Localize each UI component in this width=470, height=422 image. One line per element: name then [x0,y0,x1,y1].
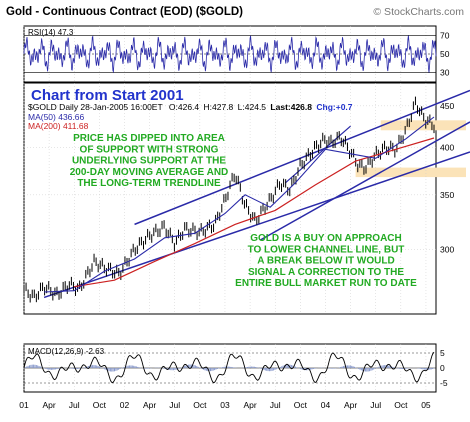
rsi-label: RSI(14) 47.3 [28,28,74,37]
x-tick-label: 01 [19,400,29,410]
legend-ma200: MA(200) 411.68 [28,121,89,131]
price-tick-label: 300 [440,244,454,254]
quote-open: O:426.4 [169,102,200,112]
quote-high: H:427.8 [204,102,234,112]
x-tick-label: 02 [120,400,130,410]
upper-channel-line [134,89,470,226]
x-tick-label: Oct [93,400,107,410]
macd-line [23,351,435,384]
macd-tick-label: 5 [440,348,445,358]
x-tick-label: Apr [243,400,256,410]
annotation-line: GOLD IS A BUY ON APPROACH [250,233,402,244]
quote-line: $GOLD Daily 28-Jan-2005 16:00ET O:426.4 … [28,102,353,112]
price-tick-label: 450 [440,101,454,111]
price-layer [23,96,435,303]
quote-low: L:424.5 [238,102,267,112]
macd-layer [23,351,435,384]
x-tick-label: 05 [421,400,431,410]
quote-last: Last:426.8 [270,102,312,112]
quote-symbol: $GOLD Daily 28-Jan-2005 16:00ET [28,102,163,112]
macd-tick-label: 0 [440,363,445,373]
chart-title: Gold - Continuous Contract (EOD) ($GOLD) [6,6,243,18]
legend-ma50: MA(50) 436.66 [28,112,84,122]
rsi-tick-label: 50 [440,49,450,59]
annotation-line: SIGNAL A CORRECTION TO THE [248,267,404,278]
x-tick-label: Apr [344,400,357,410]
x-tick-label: 04 [321,400,331,410]
price-tick-label: 350 [440,190,454,200]
annotation-line: A BREAK BELOW IT WOULD [257,256,394,267]
mid-channel-line [259,121,470,241]
big-title: Chart from Start 2001 [31,87,184,104]
x-tick-label: Jul [270,400,281,410]
ma50-line [44,116,435,293]
x-tick-label: Apr [43,400,56,410]
x-tick-label: Jul [69,400,80,410]
axis-labels: 01 Apr Jul Oct 02 Apr Jul Oct 03 Apr Jul Oct 04 Apr Ju… [19,30,454,410]
annotation-buy: GOLD IS A BUY ON APPROACH TO LOWER CHANNE… [235,233,417,289]
annotation-line: TO LOWER CHANNEL LINE, BUT [248,244,405,255]
x-tick-label: Oct [193,400,207,410]
rsi-line [23,35,437,74]
annotation-line: PRICE HAS DIPPED INTO AREA [73,133,225,144]
annotation-line: 200-DAY MOVING AVERAGE AND [70,167,229,178]
price-tick-label: 400 [440,143,454,153]
x-tick-label: Apr [143,400,156,410]
annotation-line: OF SUPPORT WITH STRONG [80,144,219,155]
watermark: © StockCharts.com [373,6,464,18]
annotation-line: UNDERLYING SUPPORT AT THE [72,156,226,167]
annotation-support: PRICE HAS DIPPED INTO AREA OF SUPPORT WIT… [70,133,229,189]
macd-tick-label: -5 [440,378,448,388]
rsi-tick-label: 30 [440,68,450,78]
rsi-tick-label: 70 [440,30,450,40]
ma200-line [74,137,435,288]
x-tick-label: Oct [394,400,408,410]
grid-lines [23,26,436,392]
x-tick-label: Jul [370,400,381,410]
annotation-line: ENTIRE BULL MARKET RUN TO DATE [235,278,417,289]
price-panel-frame [23,82,437,315]
quote-chg: Chg:+0.7 [316,102,352,112]
rsi-layer [23,35,437,74]
x-tick-label: 03 [220,400,230,410]
x-tick-label: Jul [169,400,180,410]
annotation-line: THE LONG-TERM TRENDLINE [77,178,221,189]
macd-label: MACD(12,26,9) -2.63 [28,347,105,356]
x-tick-label: Oct [294,400,308,410]
